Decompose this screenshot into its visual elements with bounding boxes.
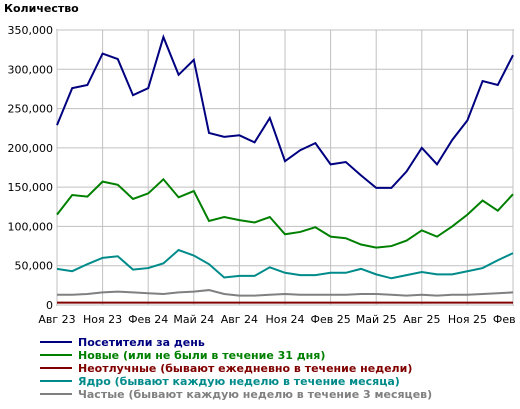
x-tick-label: Фев 26 (493, 313, 520, 326)
x-tick-label: Ноя 23 (83, 313, 122, 326)
legend-label: Посетители за день (78, 336, 205, 349)
chart-title: Количество (4, 2, 79, 15)
x-tick-label: Фев 25 (310, 313, 350, 326)
series-line (56, 177, 514, 249)
legend-label: Новые (или не были в течение 31 дня) (78, 349, 325, 362)
y-tick-label: 250,000 (8, 103, 54, 116)
series-line (56, 34, 514, 189)
x-tick-label: Авг 23 (38, 313, 75, 326)
y-tick-label: 350,000 (8, 24, 54, 37)
x-tick-label: Авг 24 (221, 313, 258, 326)
x-tick-label: Фев 24 (128, 313, 168, 326)
legend-label: Неотлучные (бывают ежедневно в течение н… (78, 362, 412, 375)
y-tick-label: 50,000 (15, 260, 54, 273)
y-tick-label: 200,000 (8, 142, 54, 155)
legend-label: Частые (бывают каждую неделю в течение 3… (78, 388, 432, 401)
x-tick-label: Авг 25 (403, 313, 440, 326)
x-tick-label: Май 24 (173, 313, 214, 326)
y-tick-label: 150,000 (8, 181, 54, 194)
x-tick-label: Ноя 24 (265, 313, 304, 326)
x-tick-label: Ноя 25 (448, 313, 487, 326)
series-line (56, 248, 514, 280)
x-tick-label: Май 25 (356, 313, 397, 326)
series-line (57, 289, 514, 297)
y-tick-label: 0 (46, 299, 53, 312)
y-tick-label: 300,000 (8, 63, 54, 76)
legend-label: Ядро (бывают каждую неделю в течение мес… (78, 375, 400, 388)
y-tick-label: 100,000 (8, 220, 54, 233)
